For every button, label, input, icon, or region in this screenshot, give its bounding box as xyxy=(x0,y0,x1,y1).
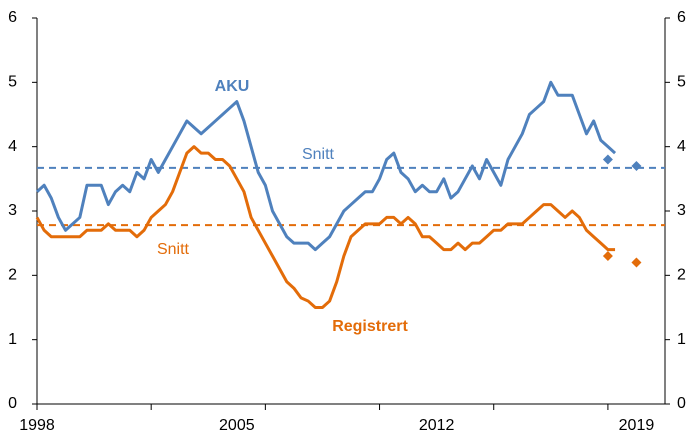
y-tick-label: 3 xyxy=(8,202,17,219)
y2-tick-label: 0 xyxy=(677,395,686,412)
x-tick-label: 2012 xyxy=(419,417,455,434)
average-label: Snitt xyxy=(157,241,190,258)
x-tick-label: 2005 xyxy=(219,417,255,434)
series-label: AKU xyxy=(215,78,250,95)
x-tick-label: 2019 xyxy=(619,417,655,434)
y2-tick-label: 4 xyxy=(677,138,686,155)
forecast-marker xyxy=(631,257,642,268)
series-line xyxy=(35,145,616,309)
x-tick-label: 1998 xyxy=(19,417,55,434)
y-tick-label: 4 xyxy=(8,138,17,155)
y2-tick-label: 3 xyxy=(677,202,686,219)
y-tick-label: 2 xyxy=(8,267,17,284)
y2-tick-label: 2 xyxy=(677,267,686,284)
y2-tick-label: 1 xyxy=(677,331,686,348)
forecast-marker xyxy=(602,154,613,165)
average-label: Snitt xyxy=(302,146,335,163)
y-tick-label: 0 xyxy=(8,395,17,412)
y-tick-label: 6 xyxy=(8,9,17,26)
series-label: Registrert xyxy=(332,318,408,335)
forecast-marker xyxy=(631,160,642,171)
y-tick-label: 5 xyxy=(8,74,17,91)
y-tick-label: 1 xyxy=(8,331,17,348)
series-line xyxy=(35,80,617,252)
forecast-marker xyxy=(602,251,613,262)
y2-tick-label: 5 xyxy=(677,74,686,91)
y2-tick-label: 6 xyxy=(677,9,686,26)
